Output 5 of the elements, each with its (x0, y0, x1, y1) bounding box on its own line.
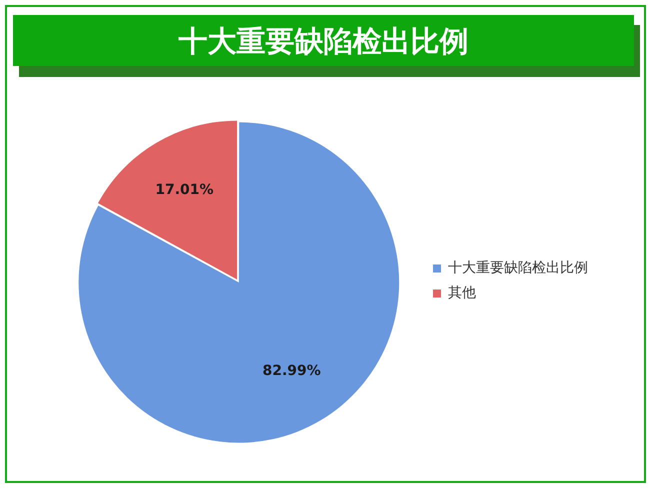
data-label: 82.99% (262, 363, 321, 380)
data-label: 17.01% (155, 182, 214, 198)
legend-label: 其他 (448, 285, 476, 302)
chart-title: 十大重要缺陷检出比例 (178, 24, 468, 58)
legend-label: 十大重要缺陷检出比例 (448, 260, 588, 276)
